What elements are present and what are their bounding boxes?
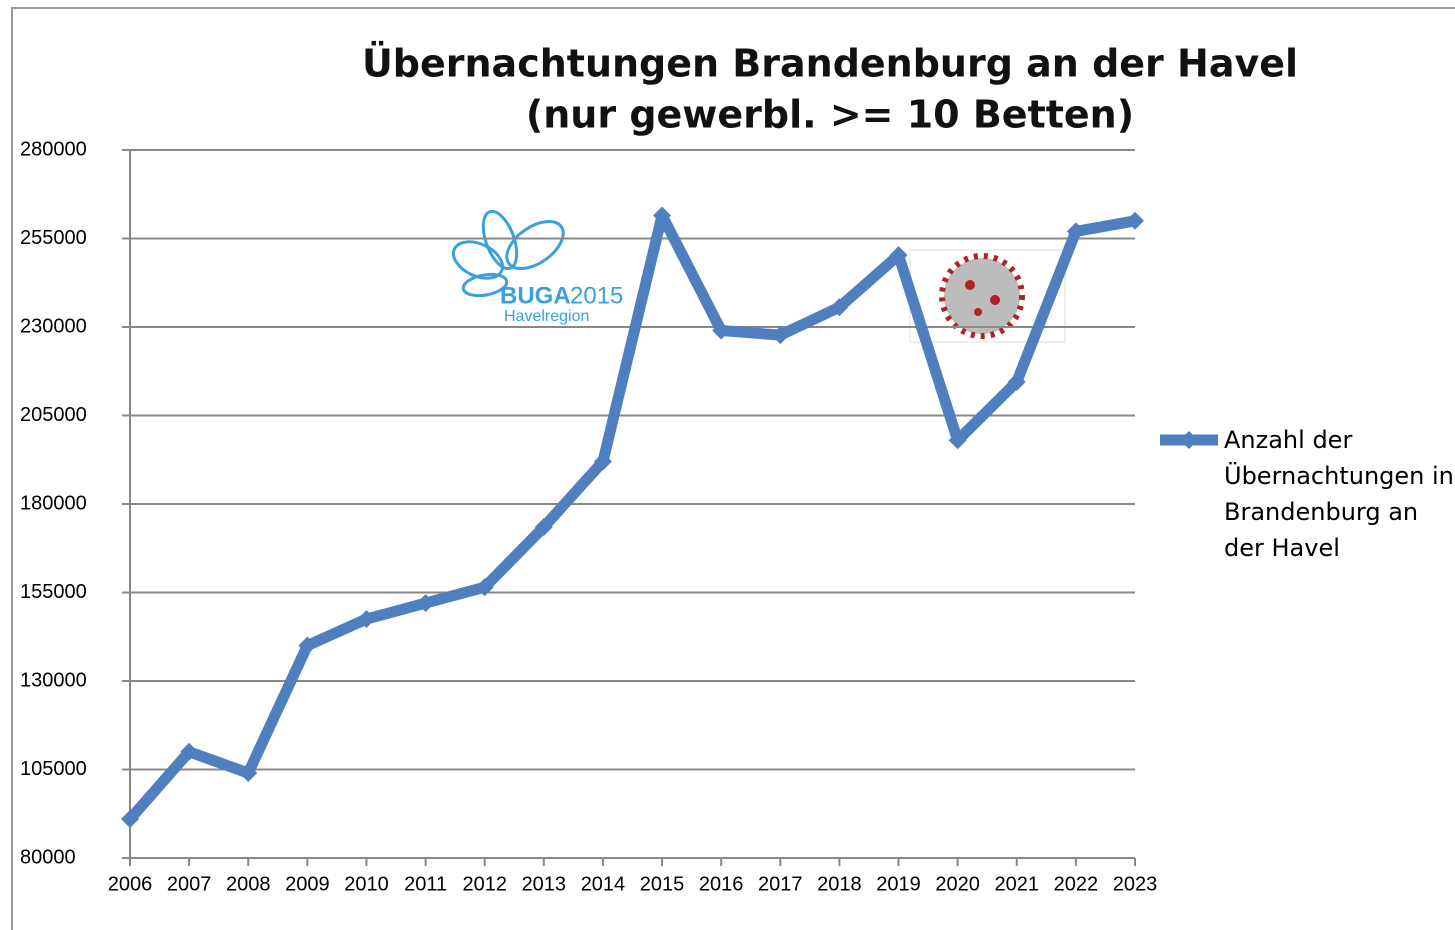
- x-tick-label: 2013: [522, 873, 567, 895]
- frame: [11, 7, 1455, 930]
- legend-marker: [1180, 431, 1198, 449]
- marker: [948, 431, 967, 450]
- logo-text: 2015: [570, 282, 623, 309]
- marker: [121, 810, 139, 829]
- marker: [416, 594, 435, 613]
- x-tick-label: 2011: [404, 873, 447, 895]
- logo-text: BUGA: [500, 282, 571, 309]
- x-tick-label: 2023: [1113, 873, 1158, 895]
- marker: [180, 742, 199, 761]
- marker: [593, 452, 612, 471]
- marker: [830, 298, 849, 317]
- x-tick-label: 2021: [995, 873, 1040, 895]
- marker: [534, 518, 553, 537]
- x-tick-label: 2007: [167, 873, 212, 895]
- y-tick-label: 230000: [20, 315, 87, 337]
- x-tick-label: 2018: [817, 873, 862, 895]
- marker: [298, 636, 317, 655]
- marker: [357, 610, 376, 629]
- x-tick-label: 2020: [935, 873, 980, 895]
- marker: [712, 321, 731, 340]
- marker: [889, 246, 908, 265]
- logo-text: Havelregion: [504, 308, 589, 325]
- x-tick-label: 2022: [1054, 873, 1099, 895]
- chart-subtitle: (nur gewerbl. >= 10 Betten): [526, 93, 1134, 137]
- marker: [239, 764, 258, 783]
- x-tick-label: 2015: [640, 873, 685, 895]
- chart-title: Übernachtungen Brandenburg an der Havel: [362, 42, 1298, 86]
- marker: [653, 206, 672, 225]
- y-tick-label: 255000: [20, 227, 87, 249]
- buga-logo: BUGA 2015 Havelregion: [451, 209, 623, 325]
- y-tick-label: 130000: [20, 669, 87, 691]
- marker: [771, 326, 790, 345]
- series-line: [125, 209, 1136, 823]
- marker: [475, 578, 494, 597]
- x-tick-label: 2019: [876, 873, 921, 895]
- marker: [1066, 222, 1085, 241]
- x-tick-label: 2008: [226, 873, 271, 895]
- x-tick-label: 2009: [285, 873, 330, 895]
- marker: [1007, 372, 1026, 391]
- x-tick-label: 2016: [699, 873, 744, 895]
- y-tick-label: 155000: [20, 581, 87, 603]
- marker: [1126, 211, 1144, 230]
- y-tick-label: 280000: [20, 138, 87, 160]
- x-tick-label: 2017: [758, 873, 803, 895]
- x-tick-label: 2010: [344, 873, 389, 895]
- legend-label: Anzahl der Übernachtungen in Brandenburg…: [1224, 426, 1454, 562]
- x-tick-label: 2006: [108, 873, 153, 895]
- x-tick-label: 2014: [581, 873, 626, 895]
- y-tick-label: 205000: [20, 404, 87, 426]
- y-tick-label: 180000: [20, 492, 87, 514]
- y-tick-label: 80000: [20, 846, 76, 868]
- y-tick-label: 105000: [20, 758, 87, 780]
- x-tick-label: 2012: [462, 873, 507, 895]
